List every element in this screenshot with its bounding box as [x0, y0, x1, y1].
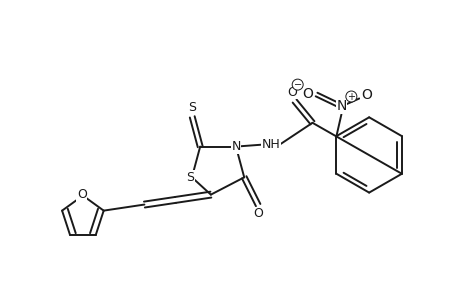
Text: O: O: [360, 88, 371, 101]
Text: S: S: [188, 101, 196, 114]
Text: +: +: [347, 92, 355, 101]
Text: O: O: [302, 86, 313, 100]
Text: O: O: [287, 85, 297, 99]
Text: S: S: [185, 171, 194, 184]
Text: N: N: [336, 99, 346, 113]
Text: NH: NH: [261, 138, 280, 151]
Text: O: O: [77, 188, 87, 201]
Text: N: N: [231, 140, 240, 153]
Text: −: −: [293, 80, 301, 90]
Text: O: O: [252, 208, 263, 220]
